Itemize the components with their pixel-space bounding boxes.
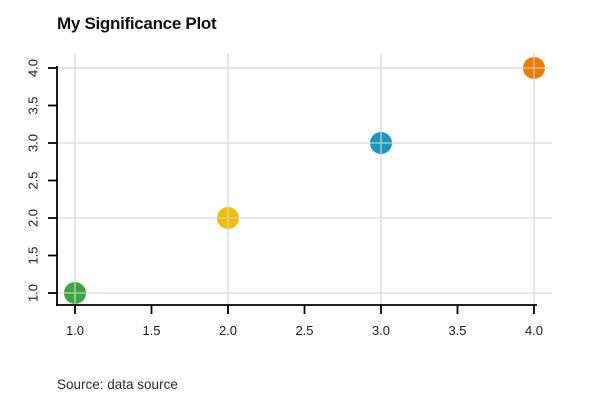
x-tick-label: 4.0: [525, 323, 543, 338]
x-tick-label: 1.5: [142, 323, 160, 338]
panel-grid: [57, 53, 552, 305]
y-tick-label: 3.0: [26, 134, 41, 152]
y-tick-label: 3.5: [26, 96, 41, 114]
x-tick-label: 2.5: [295, 323, 313, 338]
x-tick-label: 3.0: [372, 323, 390, 338]
x-tick-label: 3.5: [448, 323, 466, 338]
y-tick-label: 1.0: [26, 284, 41, 302]
y-tick-label: 1.5: [26, 246, 41, 264]
chart-title: My Significance Plot: [57, 14, 217, 33]
x-tick-label: 1.0: [66, 323, 84, 338]
y-tick-label: 4.0: [26, 59, 41, 77]
x-tick-label: 2.0: [219, 323, 237, 338]
data-points-layer: [64, 57, 545, 304]
axes: [48, 66, 537, 314]
y-tick-label: 2.5: [26, 171, 41, 189]
tick-labels: 1.0 1.5 2.0 2.5 3.0 3.5 4.0 1.0 1.5 2.0 2.5 3.0 3.5 4…: [26, 59, 544, 338]
chart-caption: Source: data source: [57, 377, 178, 392]
y-tick-label: 2.0: [26, 209, 41, 227]
